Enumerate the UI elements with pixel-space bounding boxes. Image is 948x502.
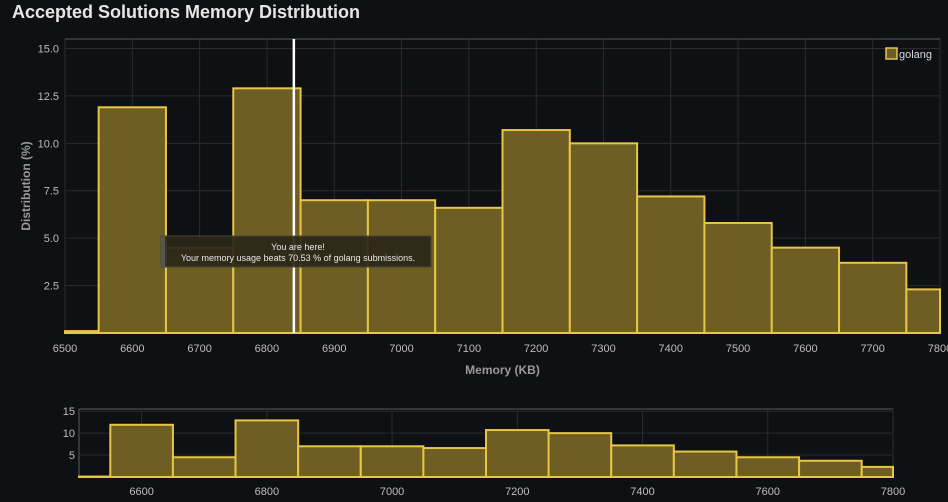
histogram-bar[interactable] — [434, 206, 504, 334]
navigator-bar — [485, 429, 550, 479]
x-tick-label: 7200 — [524, 343, 548, 355]
navigator-bar — [547, 432, 613, 478]
x-axis-title: Memory (KB) — [465, 363, 540, 377]
tooltip-accent — [161, 236, 165, 267]
navigator-x-tick-label: 6800 — [255, 486, 279, 498]
x-tick-label: 6800 — [255, 343, 279, 355]
navigator-bar — [735, 456, 801, 478]
navigator-bar — [297, 445, 362, 478]
tooltip-box — [160, 235, 432, 268]
y-tick-label: 10.0 — [38, 138, 59, 150]
navigator-x-tick-label: 6600 — [129, 486, 153, 498]
navigator-bar — [798, 459, 863, 478]
legend-label[interactable]: golang — [899, 49, 932, 61]
y-axis-title: Distribution (%) — [19, 141, 33, 230]
navigator-bar — [860, 465, 895, 478]
navigator-bar — [359, 445, 425, 478]
x-tick-label: 7400 — [659, 343, 683, 355]
tooltip-message: Your memory usage beats 70.53 % of golan… — [181, 253, 415, 263]
legend-swatch[interactable] — [885, 47, 898, 60]
navigator-y-tick-label: 10 — [63, 428, 75, 440]
y-tick-label: 12.5 — [38, 91, 59, 103]
navigator-bar — [672, 450, 738, 479]
x-tick-label: 7300 — [591, 343, 615, 355]
navigator-y-tick-label: 5 — [69, 450, 75, 462]
x-tick-label: 6700 — [187, 343, 211, 355]
navigator-x-tick-label: 7000 — [380, 486, 404, 498]
y-tick-label: 5.0 — [44, 233, 59, 245]
x-tick-label: 6900 — [322, 343, 346, 355]
tooltip-title: You are here! — [271, 242, 325, 252]
y-tick-label: 15.0 — [38, 43, 59, 55]
y-tick-label: 7.5 — [44, 186, 59, 198]
navigator-bar — [234, 419, 300, 479]
navigator-x-tick-label: 7200 — [505, 486, 529, 498]
navigator-y-tick-label: 15 — [63, 406, 75, 418]
x-tick-label: 6500 — [53, 343, 77, 355]
chart-title: Accepted Solutions Memory Distribution — [12, 2, 361, 22]
x-tick-label: 7800 — [928, 343, 948, 355]
x-tick-label: 6600 — [120, 343, 144, 355]
histogram-bar[interactable] — [703, 221, 773, 334]
x-tick-label: 7700 — [860, 343, 884, 355]
y-tick-label: 2.5 — [44, 281, 59, 293]
x-tick-label: 7500 — [726, 343, 750, 355]
histogram-bar[interactable] — [770, 246, 841, 334]
histogram-bar[interactable] — [97, 106, 167, 334]
navigator-x-tick-label: 7800 — [881, 486, 905, 498]
navigator-bar — [422, 447, 487, 479]
histogram-bar[interactable] — [64, 330, 100, 335]
histogram-bar[interactable] — [501, 129, 571, 334]
navigator-x-tick-label: 7600 — [756, 486, 780, 498]
navigator-bar — [610, 444, 675, 478]
x-tick-label: 7100 — [457, 343, 481, 355]
histogram-bar[interactable] — [905, 288, 941, 335]
x-tick-label: 7600 — [793, 343, 817, 355]
navigator-x-tick-label: 7400 — [630, 486, 654, 498]
histogram-bar[interactable] — [232, 87, 302, 334]
navigator-bar — [171, 456, 237, 478]
histogram-bar[interactable] — [838, 261, 908, 335]
histogram-bar[interactable] — [568, 142, 639, 334]
x-tick-label: 7000 — [389, 343, 413, 355]
histogram-bar[interactable] — [636, 195, 706, 334]
navigator-bar — [109, 423, 174, 478]
